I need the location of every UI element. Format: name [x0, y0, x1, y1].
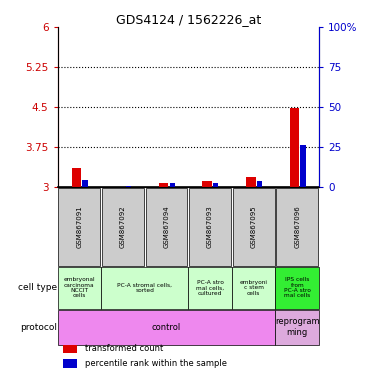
- Text: IPS cells
from
PC-A stro
mal cells: IPS cells from PC-A stro mal cells: [284, 277, 311, 298]
- FancyBboxPatch shape: [189, 188, 231, 266]
- Text: PC-A stro
mal cells,
cultured: PC-A stro mal cells, cultured: [196, 280, 224, 296]
- Bar: [246, 177, 256, 187]
- Bar: [159, 183, 168, 187]
- Text: GSM867093: GSM867093: [207, 205, 213, 248]
- Bar: [290, 108, 299, 187]
- Bar: [301, 145, 306, 187]
- Text: PC-A stromal cells,
sorted: PC-A stromal cells, sorted: [117, 283, 172, 293]
- Bar: [63, 359, 77, 367]
- FancyBboxPatch shape: [275, 267, 319, 309]
- Bar: [63, 344, 77, 353]
- Text: embryoni
c stem
cells: embryoni c stem cells: [240, 280, 267, 296]
- Text: embryonal
carcinoma
NCCIT
cells: embryonal carcinoma NCCIT cells: [63, 277, 95, 298]
- Text: GSM867094: GSM867094: [164, 205, 170, 248]
- Text: percentile rank within the sample: percentile rank within the sample: [85, 359, 227, 367]
- Bar: [82, 180, 88, 187]
- FancyBboxPatch shape: [233, 188, 275, 266]
- FancyBboxPatch shape: [58, 188, 100, 266]
- Text: reprogram
ming: reprogram ming: [275, 317, 319, 337]
- FancyBboxPatch shape: [58, 267, 101, 309]
- Bar: [126, 185, 131, 187]
- Text: GSM867091: GSM867091: [76, 205, 82, 248]
- Bar: [170, 183, 175, 187]
- Bar: [203, 181, 212, 187]
- Bar: [257, 181, 262, 187]
- FancyBboxPatch shape: [188, 267, 232, 309]
- Text: protocol: protocol: [20, 323, 57, 331]
- Text: GSM867096: GSM867096: [294, 205, 300, 248]
- FancyBboxPatch shape: [276, 188, 318, 266]
- Title: GDS4124 / 1562226_at: GDS4124 / 1562226_at: [116, 13, 261, 26]
- Bar: [213, 183, 219, 187]
- Text: GSM867092: GSM867092: [120, 205, 126, 248]
- Bar: [72, 168, 81, 187]
- Text: control: control: [152, 323, 181, 331]
- Text: cell type: cell type: [17, 283, 57, 292]
- FancyBboxPatch shape: [101, 267, 188, 309]
- Text: GSM867095: GSM867095: [251, 205, 257, 248]
- FancyBboxPatch shape: [275, 310, 319, 345]
- FancyBboxPatch shape: [58, 310, 275, 345]
- FancyBboxPatch shape: [232, 267, 275, 309]
- FancyBboxPatch shape: [102, 188, 144, 266]
- Text: transformed count: transformed count: [85, 344, 163, 353]
- FancyBboxPatch shape: [145, 188, 187, 266]
